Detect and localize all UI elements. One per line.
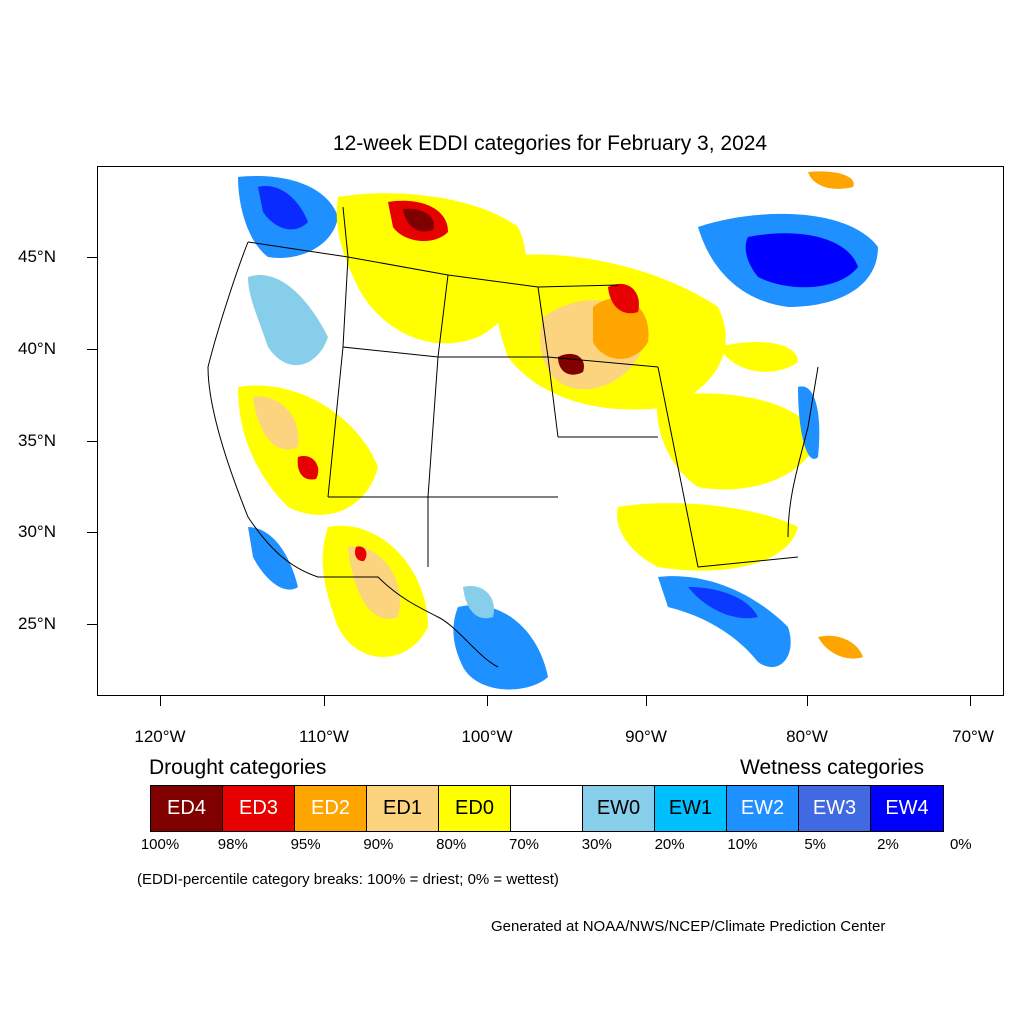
lat-tick xyxy=(87,441,97,442)
lon-label: 80°W xyxy=(786,727,828,746)
lon-tick xyxy=(970,696,971,706)
credit-text: Generated at NOAA/NWS/NCEP/Climate Predi… xyxy=(491,918,886,935)
lon-label: 100°W xyxy=(461,727,513,746)
drought-heading: Drought categories xyxy=(149,756,327,779)
legend-swatch-ew2: EW2 xyxy=(727,786,799,831)
lat-label: 45°N xyxy=(18,247,56,266)
lon-label: 120°W xyxy=(134,727,186,746)
legend-break-label: 95% xyxy=(290,836,321,853)
map-title: 12-week EDDI categories for February 3, … xyxy=(332,132,768,155)
legend-break-label: 100% xyxy=(140,836,180,853)
wetness-heading: Wetness categories xyxy=(740,756,925,779)
lon-label: 110°W xyxy=(299,727,349,746)
legend-swatch-ed4: ED4 xyxy=(151,786,223,831)
legend-swatch-neutral xyxy=(511,786,583,831)
legend-bar: ED4 ED3 ED2 ED1 ED0 EW0 EW1 EW2 EW3 EW4 xyxy=(150,785,944,832)
lat-label: 35°N xyxy=(18,431,56,450)
legend-break-label: 5% xyxy=(804,836,827,853)
lat-tick xyxy=(87,532,97,533)
legend-swatch-ed0: ED0 xyxy=(439,786,511,831)
legend-break-label: 2% xyxy=(877,836,899,853)
lon-tick xyxy=(160,696,161,706)
legend-break-label: 10% xyxy=(727,836,758,853)
legend-break-label: 70% xyxy=(508,836,540,853)
eddi-map xyxy=(207,171,878,690)
legend-swatch-ew4: EW4 xyxy=(871,786,943,831)
lat-tick xyxy=(87,624,97,625)
lon-label: 70°W xyxy=(952,727,994,746)
lat-label: 40°N xyxy=(18,339,56,358)
legend-break-label: 98% xyxy=(217,836,248,853)
legend-break-label: 30% xyxy=(581,836,612,853)
dry-region-ohio-valley xyxy=(657,393,818,490)
legend-swatch-ed2: ED2 xyxy=(295,786,367,831)
lon-label: 90°W xyxy=(625,727,667,746)
legend-break-label: 90% xyxy=(363,836,394,853)
dry-region-north-rockies xyxy=(336,193,526,344)
boundaries xyxy=(207,206,819,668)
lat-tick xyxy=(87,349,97,350)
lon-tick xyxy=(646,696,647,706)
lon-tick xyxy=(324,696,325,706)
wet-region-nw-interior xyxy=(248,275,328,366)
lat-tick xyxy=(87,257,97,258)
map-panel xyxy=(97,166,1004,696)
legend-swatch-ed1: ED1 xyxy=(367,786,439,831)
legend-swatch-ew0: EW0 xyxy=(583,786,655,831)
lon-tick xyxy=(807,696,808,706)
legend-swatch-ew3: EW3 xyxy=(799,786,871,831)
legend-swatch-ew1: EW1 xyxy=(655,786,727,831)
lat-label: 25°N xyxy=(18,614,56,633)
wet-region-florida xyxy=(658,576,791,668)
lon-tick xyxy=(487,696,488,706)
legend-break-label: 20% xyxy=(654,836,685,853)
wet-region-texas xyxy=(453,605,548,690)
legend-break-label: 0% xyxy=(949,836,972,853)
legend-break-label: 80% xyxy=(436,836,467,853)
legend-swatch-ed3: ED3 xyxy=(223,786,295,831)
legend-note: (EDDI-percentile category breaks: 100% =… xyxy=(137,871,559,888)
lat-label: 30°N xyxy=(18,522,56,541)
anomaly-layer xyxy=(238,171,878,690)
